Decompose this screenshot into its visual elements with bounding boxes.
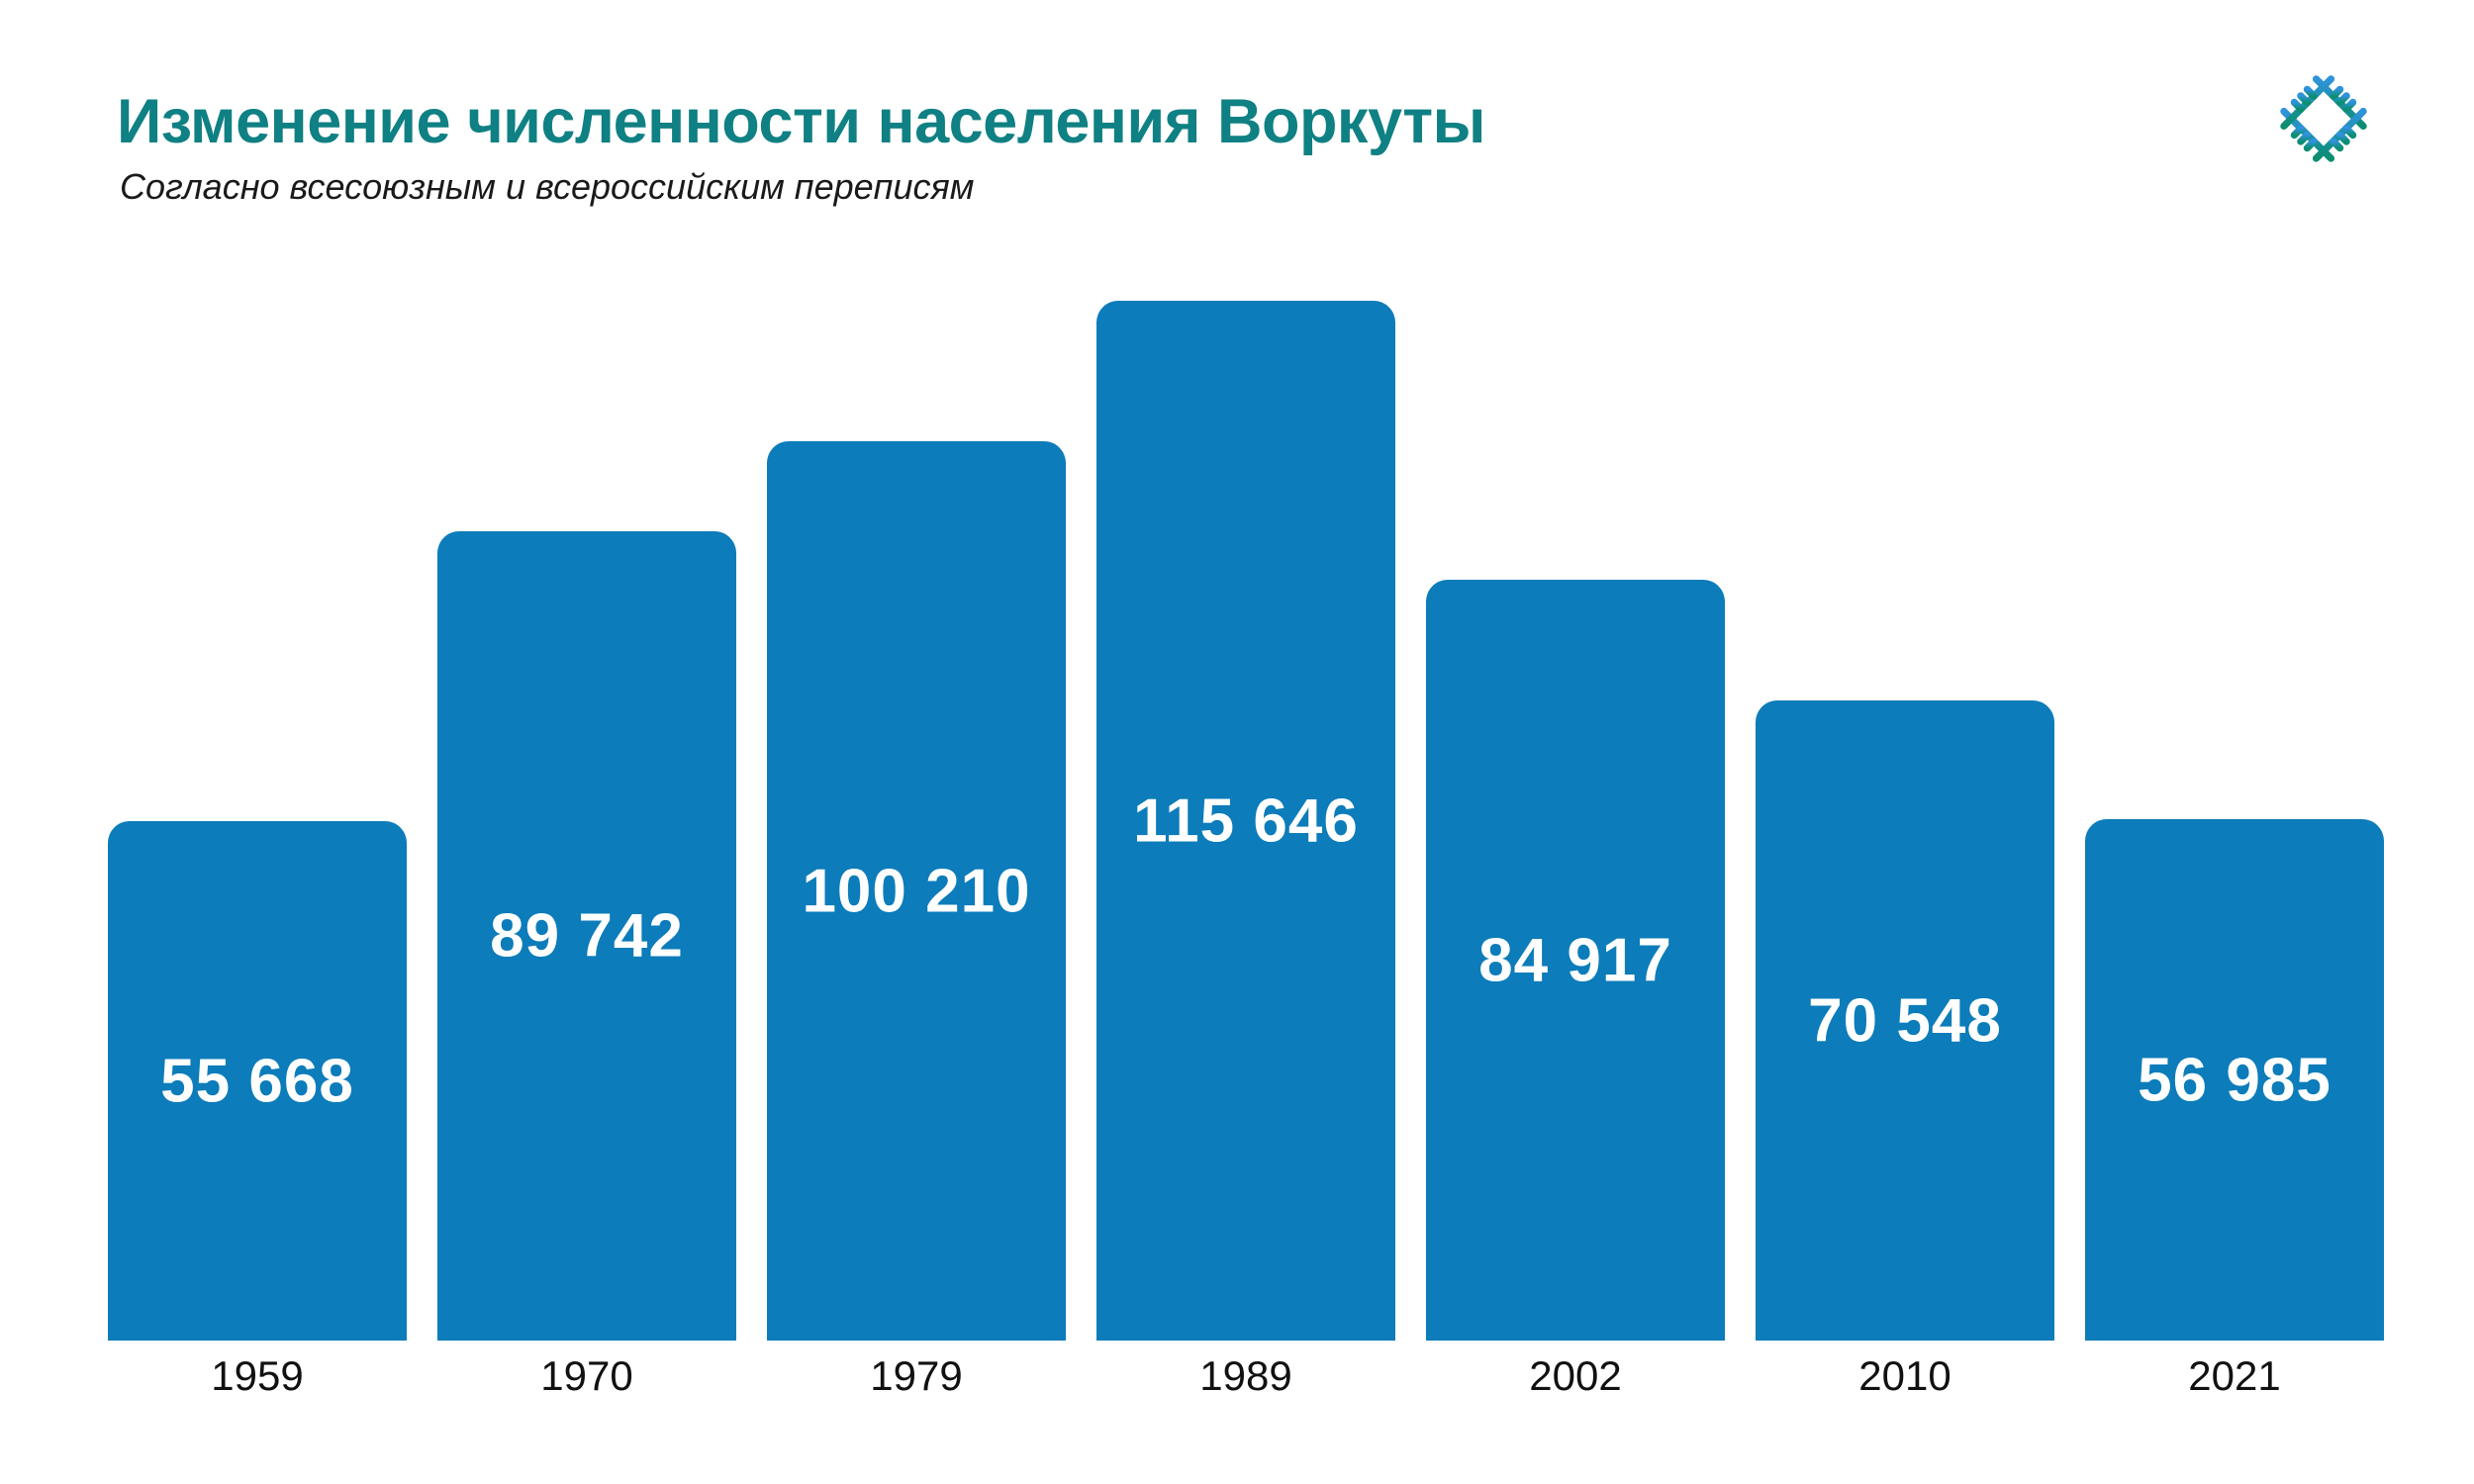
- year-label-1989: 1989: [1199, 1352, 1292, 1399]
- bar-2021: 56 985: [2085, 819, 2384, 1341]
- bar-value-label-2021: 56 985: [2138, 1046, 2331, 1114]
- bar-value-label-2010: 70 548: [1808, 986, 2002, 1055]
- bar-value-label-2002: 84 917: [1478, 926, 1672, 994]
- year-label-1970: 1970: [540, 1352, 633, 1399]
- bar-value-label-1989: 115 646: [1133, 787, 1359, 855]
- year-label-2021: 2021: [2188, 1352, 2281, 1399]
- bar-value-label-1959: 55 668: [160, 1047, 354, 1115]
- bar-1979: 100 210: [767, 441, 1066, 1341]
- page-title: Изменение численности населения Воркуты: [117, 87, 1485, 156]
- bar-1959: 55 668: [108, 821, 407, 1341]
- bar-value-label-1970: 89 742: [490, 901, 684, 971]
- komi-ornament-logo: [2276, 71, 2371, 166]
- year-label-2002: 2002: [1529, 1352, 1622, 1399]
- komi-ornament-snowflake-icon: [2280, 75, 2367, 162]
- year-label-1959: 1959: [211, 1352, 304, 1399]
- bar-2002: 84 917: [1426, 580, 1725, 1341]
- page-subtitle: Согласно всесоюзным и всероссийским пере…: [120, 166, 975, 207]
- bar-2010: 70 548: [1756, 700, 2054, 1341]
- year-label-2010: 2010: [1858, 1352, 1951, 1399]
- bar-value-label-1979: 100 210: [802, 857, 1031, 925]
- year-label-1979: 1979: [870, 1352, 963, 1399]
- bar-1970: 89 742: [437, 531, 736, 1341]
- bar-1989: 115 646: [1096, 301, 1395, 1341]
